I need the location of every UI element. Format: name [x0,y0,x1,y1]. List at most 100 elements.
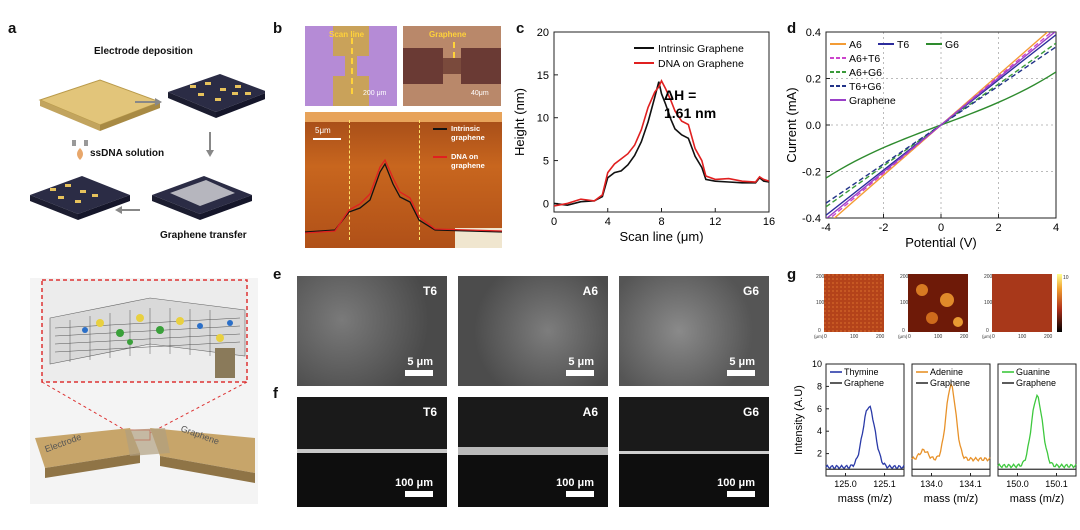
chart-g-ytick-label: 4 [817,426,822,436]
chart-c-ytick-label: 5 [543,156,549,168]
chart-g-xlabel-0: mass (m/z) [838,493,892,505]
sem-tag-a6: A6 [582,284,598,298]
map2-ytick-100: 100 [900,300,909,306]
chart-d-lines [826,32,1056,218]
chart-g-ytick-label: 8 [817,381,822,391]
chart-g-legend-label: Adenine [930,367,963,377]
panel-label-f: f [273,385,278,402]
chart-d-series-a6-g6 [826,42,1056,208]
chart-d-xtick-label: -2 [879,222,889,234]
afm-line-intrinsic [305,162,502,233]
sem-scale-bar-g6 [727,370,755,376]
map3-ytick-0: 0 [986,328,989,334]
tof-sims-maps: 10 200 100 0 (μm) 0 100 200 200 100 0 (μ… [814,274,1069,340]
chart-d-ytick-label: 0.4 [806,27,821,39]
device-schematic [30,278,258,504]
map3-xtick-200: 200 [1044,334,1053,340]
arrow-down-icon [206,132,214,157]
chart-g-frame-0 [825,363,905,477]
map-adenine [908,274,968,332]
map-guanine [992,274,1052,332]
map2-xtick-0: 0 [908,334,911,340]
chart-g-xtick-label: 134.0 [920,479,943,489]
chart-d-ytick-label: 0.0 [806,120,821,132]
chart-c-ytick-label: 0 [543,198,549,210]
chart-d-xtick-label: -4 [821,222,831,234]
electrode-right [150,428,255,473]
sem-image-g6: G6 5 μm [619,276,769,386]
chart-g-legend-label: Thymine [844,367,879,377]
scale-40um: 40μm [471,90,489,97]
chart-c-xtick-label: 8 [658,216,664,228]
sem-image-t6: T6 5 μm [297,276,447,386]
chart-g-xlabel-2: mass (m/z) [1010,493,1064,505]
map3-ytick-200: 200 [984,274,993,280]
sem-scale-bar-t6 [405,370,433,376]
chart-d-legend-label: T6+G6 [849,81,882,93]
cross-scale-bar-t6 [405,491,433,497]
dropper-icon [72,140,88,160]
sem-scale-a6: 5 μm [568,356,594,368]
chart-d-xtick-label: 4 [1053,222,1059,234]
chart-d-series-a6-t6 [829,32,1053,218]
chart-g-legend-label: Graphene [930,378,970,388]
chart-c-annotation-1: ΔH = [664,87,696,103]
chart-g-legend-label: Graphene [1016,378,1056,388]
chart-d-legend-label: A6+G6 [849,67,882,79]
afm-line-dna [305,158,502,234]
cross-scale-bar-g6 [727,491,755,497]
chart-g-frame-2 [997,363,1077,477]
chart-g-xtick-label: 125.0 [834,479,857,489]
chart-g-xtick-label: 125.1 [873,479,896,489]
afm-legend-swatch-intrinsic [433,128,447,130]
chart-c-xtick-label: 4 [605,216,611,228]
afm-legend-swatch-dna [433,156,447,158]
chart-g-ytick-label: 6 [817,404,822,414]
electrode-left [35,428,140,468]
chart-c-annotation-2: 1.61 nm [664,105,716,121]
chart-d-xtick-label: 2 [995,222,1001,234]
chart-c-xtick-label: 16 [763,216,775,228]
colorbar [1057,274,1062,332]
map2-unit: (μm) [898,334,908,339]
cross-section-a6: A6 100 μm [458,397,608,507]
chart-d-legend-label: Graphene [849,95,896,107]
chart-g-frame-1 [911,363,991,477]
chart-c-xtick-label: 12 [709,216,721,228]
cross-tag-t6: T6 [422,405,437,419]
chart-height-profile: 0 4 8 12 16 0 5 10 15 20 Scan line (μm) Height (nm)… [512,27,775,244]
panel-a-schematic [30,74,265,220]
map1-unit: (μm) [814,334,824,339]
step-graphene-transfer: Graphene transfer [160,230,247,241]
sem-image-a6: A6 5 μm [458,276,608,386]
map1-ytick-0: 0 [818,328,821,334]
chart-d-ytick-label: -0.2 [802,167,821,179]
scale-200um: 200 μm [363,90,387,97]
cross-scale-g6: 100 μm [717,477,755,489]
map3-xtick-0: 0 [992,334,995,340]
afm-scale-label: 5μm [315,126,331,135]
afm-scale-bar [313,138,341,140]
chart-g-legend-label: Graphene [844,378,884,388]
chart-d-legend-label: A6+T6 [849,53,880,65]
chart-g-ytick-label: 10 [812,359,822,369]
cross-scale-bar-a6 [566,491,594,497]
chart-d-series-graphene [826,32,1056,218]
chart-g-series-adenine-1 [911,382,991,462]
chart-d-legend-label: A6 [849,39,862,51]
cross-tag-g6: G6 [742,405,759,419]
chart-c-legend-label: Intrinsic Graphene [658,43,744,55]
chart-g-legend-label: Guanine [1016,367,1050,377]
cross-section-t6: T6 100 μm [297,397,447,507]
map2-xtick-200: 200 [960,334,969,340]
chart-d-ytick-label: 0.2 [806,74,821,86]
chart-g-xlabel-1: mass (m/z) [924,493,978,505]
map2-xtick-100: 100 [934,334,943,340]
optical-image-right: Graphene 40μm [403,26,501,106]
map3-ytick-100: 100 [984,300,993,306]
sem-scale-bar-a6 [566,370,594,376]
map1-ytick-200: 200 [816,274,825,280]
chart-c-ytick-label: 15 [537,70,549,82]
panel-label-e: e [273,266,282,283]
map1-xtick-0: 0 [824,334,827,340]
